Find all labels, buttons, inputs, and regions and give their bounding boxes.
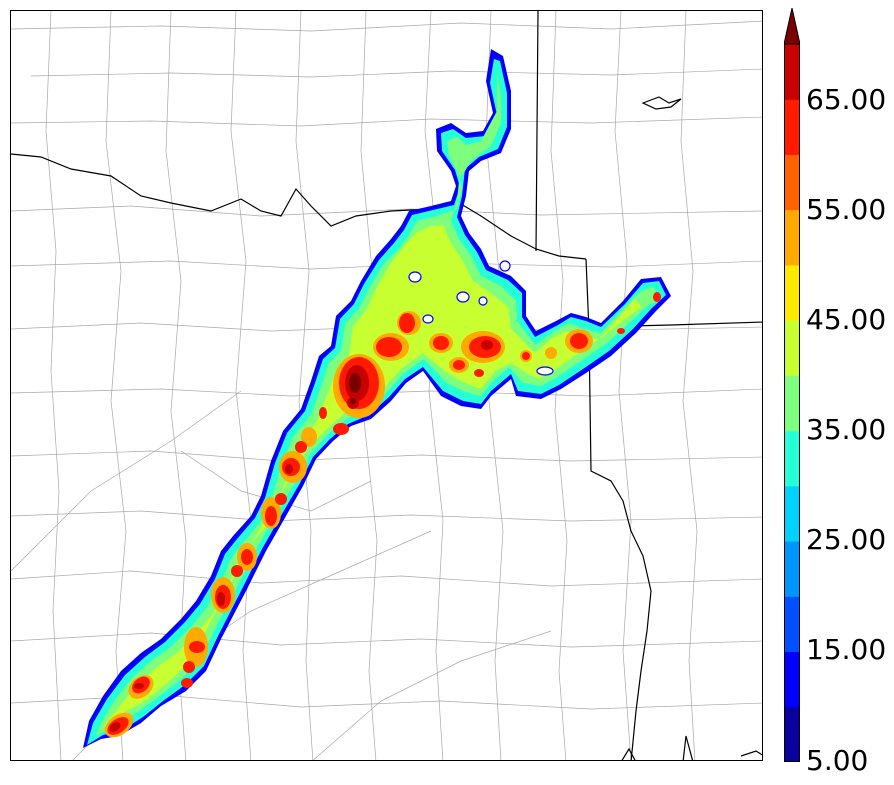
colorbar-tick-label: 35.00 bbox=[806, 413, 887, 446]
colorbar-tick-label: 15.00 bbox=[806, 633, 887, 666]
colorbar-tick-label: 5.00 bbox=[806, 744, 869, 777]
colorbar-tick-label: 25.00 bbox=[806, 523, 887, 556]
echo-free-gaps bbox=[408, 260, 554, 376]
echo-45-50 bbox=[103, 225, 641, 727]
colorbar-bin bbox=[784, 430, 800, 487]
colorbar-bin bbox=[784, 209, 800, 266]
colorbar bbox=[784, 8, 800, 762]
colorbar-tick-label: 45.00 bbox=[806, 303, 887, 336]
colorbar-bin bbox=[784, 264, 800, 321]
colorbar-bin bbox=[784, 541, 800, 597]
core-cell bbox=[349, 373, 361, 404]
colorbar-bin bbox=[784, 99, 800, 155]
colorbar-extend-arrow bbox=[784, 8, 800, 45]
reflectivity-map bbox=[11, 11, 762, 760]
colorbar-bin bbox=[784, 320, 800, 376]
colorbar-bin bbox=[784, 154, 800, 211]
colorbar-tick-label: 65.00 bbox=[806, 83, 887, 116]
colorbar-bin bbox=[784, 375, 800, 432]
colorbar-bin bbox=[784, 44, 800, 100]
colorbar-bin bbox=[784, 485, 800, 542]
storm-cores bbox=[104, 292, 661, 738]
colorbar-bin bbox=[784, 706, 800, 762]
colorbar-bin bbox=[784, 651, 800, 708]
colorbar-bin bbox=[784, 596, 800, 653]
colorbar-frame bbox=[784, 43, 800, 762]
colorbar-tick-label: 55.00 bbox=[806, 193, 887, 226]
map-panel bbox=[10, 10, 763, 761]
